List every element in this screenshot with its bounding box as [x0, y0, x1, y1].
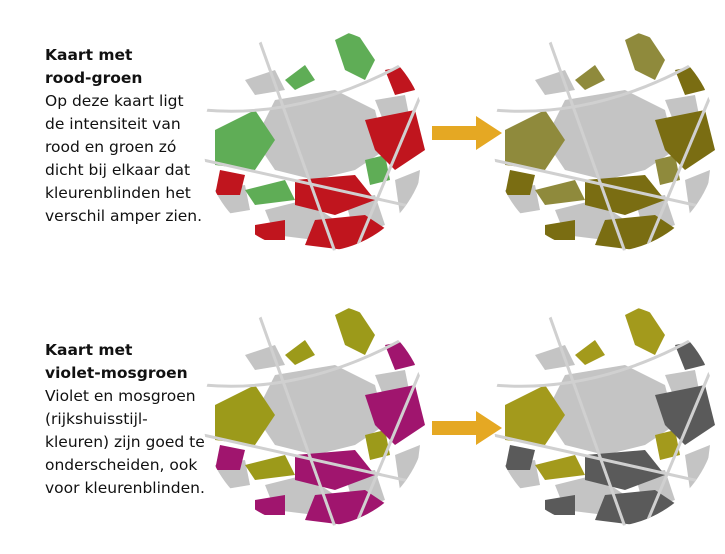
- map-area: [215, 445, 245, 470]
- arrow: [432, 411, 502, 445]
- section-title: violet-mosgroen: [45, 364, 188, 382]
- map-clip: [203, 28, 427, 252]
- section-body: voor kleurenblinden.: [45, 479, 205, 497]
- map-area: [215, 385, 275, 445]
- map-group: [203, 28, 717, 527]
- map-area: [535, 455, 585, 480]
- map-area: [245, 70, 285, 95]
- map-road: [353, 354, 427, 527]
- arrow: [432, 116, 502, 150]
- map-road: [203, 48, 427, 113]
- map: [493, 28, 717, 252]
- map-area: [335, 30, 375, 80]
- map-road: [543, 303, 627, 527]
- section-body: Op deze kaart ligt: [45, 92, 184, 110]
- section-text: Kaart met violet-mosgroen Violet en mosgro…: [45, 339, 235, 500]
- section-body: kleuren) zijn goed te: [45, 433, 205, 451]
- section-body: onderscheiden, ook: [45, 456, 198, 474]
- map-road: [643, 354, 717, 527]
- map-area: [215, 110, 275, 170]
- section-body: dicht bij elkaar dat: [45, 161, 191, 179]
- map-clip: [493, 28, 717, 252]
- map-road: [353, 79, 427, 252]
- section-body: kleurenblinden het: [45, 184, 191, 202]
- map-area: [255, 90, 385, 180]
- map-area: [255, 365, 385, 455]
- map: [203, 303, 427, 527]
- section-body: (rijkshuisstijl-: [45, 410, 148, 428]
- map-road: [493, 433, 717, 487]
- map-area: [575, 65, 605, 90]
- map-road: [253, 28, 337, 252]
- map-road: [203, 323, 427, 388]
- map-area: [655, 155, 680, 185]
- map-area: [535, 70, 575, 95]
- map-clip: [203, 303, 427, 527]
- section-body: rood en groen zó: [45, 138, 177, 156]
- map-road: [543, 28, 627, 252]
- section-body: de intensiteit van: [45, 115, 181, 133]
- section-title: Kaart met: [45, 46, 133, 64]
- map-area: [285, 65, 315, 90]
- map-area: [365, 155, 390, 185]
- map-road: [253, 303, 337, 527]
- map-area: [655, 430, 680, 460]
- section-title: Kaart met: [45, 341, 133, 359]
- map-road: [493, 323, 717, 388]
- section-title: rood-groen: [45, 69, 143, 87]
- section-text: Kaart met rood-groen Op deze kaart ligt de …: [45, 44, 235, 228]
- map: [493, 303, 717, 527]
- map-area: [285, 340, 315, 365]
- map-area: [545, 495, 575, 515]
- map-area: [625, 30, 665, 80]
- map-area: [535, 180, 585, 205]
- map-area: [365, 430, 390, 460]
- map-road: [203, 433, 427, 487]
- map-area: [655, 110, 715, 170]
- map-area: [365, 110, 425, 170]
- map-area: [545, 90, 675, 180]
- map-area: [505, 445, 535, 470]
- map-area: [255, 495, 285, 515]
- map-area: [335, 305, 375, 355]
- map-area: [575, 340, 605, 365]
- map-area: [505, 385, 565, 445]
- map-area: [245, 345, 285, 370]
- map: [203, 28, 427, 252]
- map-road: [493, 48, 717, 113]
- map-clip: [493, 303, 717, 527]
- map-area: [545, 365, 675, 455]
- map-area: [625, 305, 665, 355]
- map-area: [365, 385, 425, 445]
- map-area: [505, 170, 535, 195]
- map-area: [215, 170, 245, 195]
- map-area: [255, 220, 285, 240]
- map-area: [505, 110, 565, 170]
- section-body: verschil amper zien.: [45, 207, 203, 225]
- map-road: [203, 158, 427, 212]
- map-road: [643, 79, 717, 252]
- map-area: [535, 345, 575, 370]
- map-area: [545, 220, 575, 240]
- map-area: [245, 180, 295, 205]
- map-area: [245, 455, 295, 480]
- section-body: Violet en mosgroen: [45, 387, 196, 405]
- map-area: [655, 385, 715, 445]
- map-road: [493, 158, 717, 212]
